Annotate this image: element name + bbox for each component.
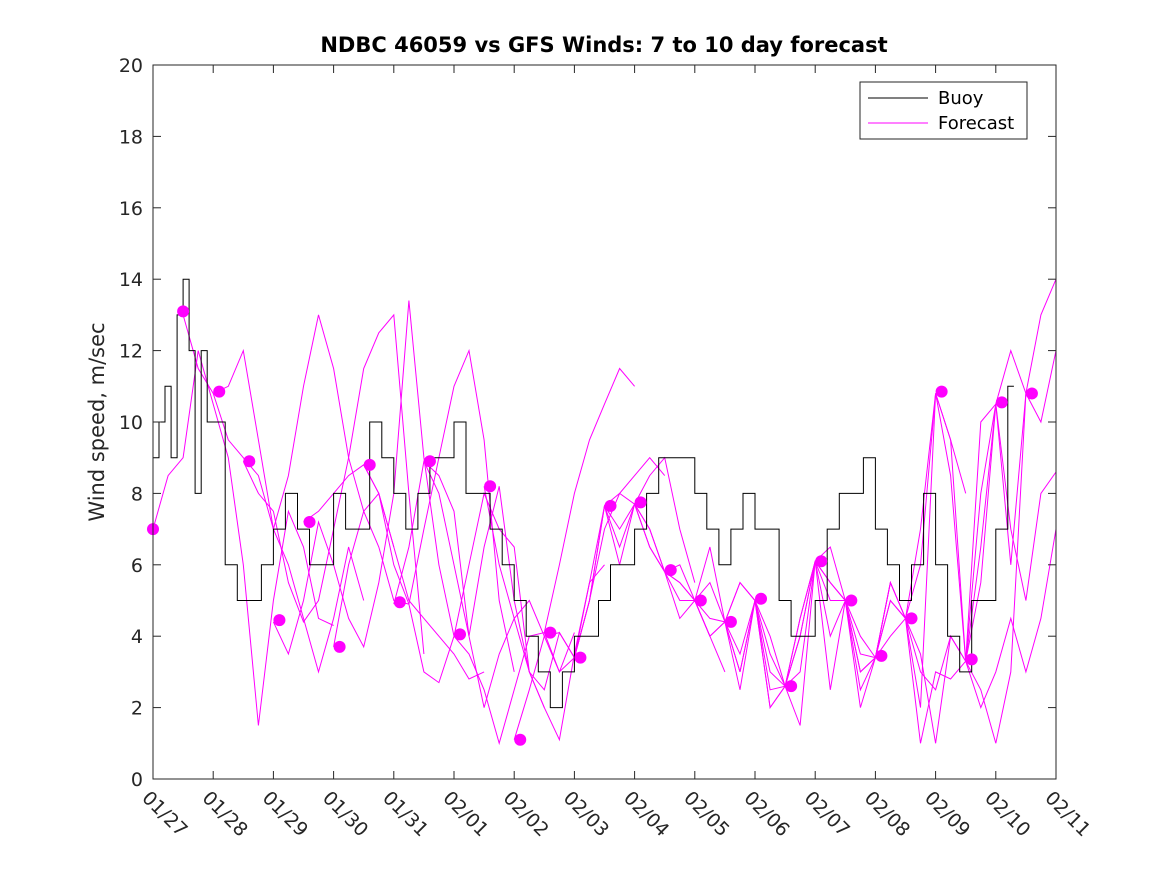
wind-speed-chart: 0246810121416182001/2701/2801/2901/3001/… <box>0 0 1167 875</box>
legend-forecast-label: Forecast <box>938 113 1014 134</box>
y-tick-label: 2 <box>131 698 143 720</box>
forecast-marker <box>695 595 707 607</box>
y-tick-label: 12 <box>119 341 143 363</box>
y-tick-label: 4 <box>131 626 143 648</box>
y-tick-label: 0 <box>131 769 143 791</box>
y-tick-label: 20 <box>119 55 143 77</box>
forecast-marker <box>334 641 346 653</box>
forecast-marker <box>966 653 978 665</box>
forecast-marker <box>484 480 496 492</box>
y-tick-label: 18 <box>119 126 143 148</box>
forecast-marker <box>725 616 737 628</box>
forecast-marker <box>996 396 1008 408</box>
forecast-marker <box>785 680 797 692</box>
y-tick-label: 10 <box>119 412 143 434</box>
forecast-marker <box>875 650 887 662</box>
forecast-marker <box>213 386 225 398</box>
legend: Buoy Forecast <box>860 82 1027 139</box>
forecast-marker <box>544 627 556 639</box>
forecast-marker <box>514 734 526 746</box>
forecast-marker <box>364 459 376 471</box>
y-tick-label: 16 <box>119 198 143 220</box>
forecast-marker <box>574 652 586 664</box>
forecast-marker <box>394 596 406 608</box>
forecast-marker <box>815 555 827 567</box>
forecast-marker <box>454 628 466 640</box>
forecast-marker <box>635 496 647 508</box>
forecast-marker <box>755 593 767 605</box>
y-axis-label: Wind speed, m/sec <box>85 322 109 521</box>
legend-buoy-label: Buoy <box>938 88 984 109</box>
forecast-marker <box>1026 387 1038 399</box>
y-tick-label: 8 <box>131 483 143 505</box>
forecast-marker <box>424 455 436 467</box>
forecast-marker <box>273 614 285 626</box>
forecast-marker <box>177 305 189 317</box>
forecast-marker <box>605 500 617 512</box>
forecast-marker <box>665 564 677 576</box>
y-tick-label: 6 <box>131 555 143 577</box>
forecast-marker <box>845 595 857 607</box>
forecast-marker <box>906 612 918 624</box>
y-tick-label: 14 <box>119 269 143 291</box>
forecast-marker <box>304 516 316 528</box>
forecast-marker <box>243 455 255 467</box>
forecast-marker <box>936 386 948 398</box>
chart-title: NDBC 46059 vs GFS Winds: 7 to 10 day for… <box>320 33 887 57</box>
